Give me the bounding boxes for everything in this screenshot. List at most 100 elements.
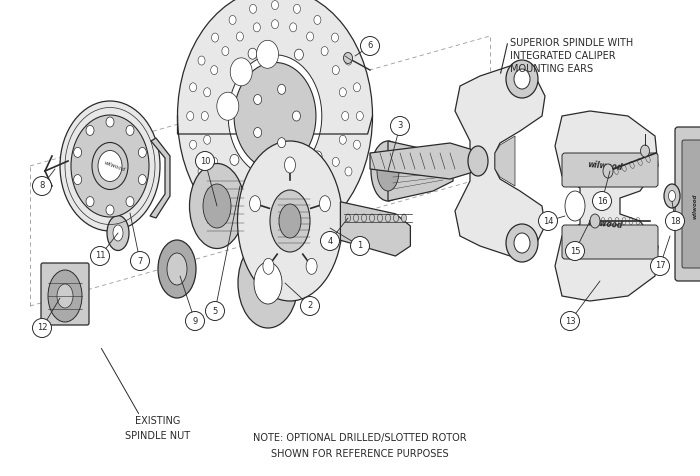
Ellipse shape xyxy=(92,142,128,189)
Text: 17: 17 xyxy=(654,261,665,270)
Circle shape xyxy=(300,297,319,316)
Ellipse shape xyxy=(640,145,650,157)
Ellipse shape xyxy=(345,167,352,176)
FancyBboxPatch shape xyxy=(41,263,89,325)
Ellipse shape xyxy=(402,214,407,222)
Ellipse shape xyxy=(664,184,680,208)
Circle shape xyxy=(32,177,52,196)
Ellipse shape xyxy=(278,138,286,148)
Ellipse shape xyxy=(217,92,239,120)
Ellipse shape xyxy=(60,101,160,231)
Ellipse shape xyxy=(237,32,244,41)
Ellipse shape xyxy=(106,117,114,127)
Ellipse shape xyxy=(256,40,279,68)
Ellipse shape xyxy=(253,23,260,32)
Polygon shape xyxy=(388,141,453,201)
Text: 8: 8 xyxy=(39,181,45,190)
Ellipse shape xyxy=(237,191,244,200)
Ellipse shape xyxy=(293,111,300,121)
FancyBboxPatch shape xyxy=(682,140,700,268)
Ellipse shape xyxy=(354,83,360,92)
Ellipse shape xyxy=(321,47,328,56)
Ellipse shape xyxy=(158,240,196,298)
Ellipse shape xyxy=(219,96,228,107)
Text: wilwood: wilwood xyxy=(587,160,623,172)
Ellipse shape xyxy=(293,218,300,228)
Circle shape xyxy=(130,251,150,270)
Circle shape xyxy=(351,237,370,256)
Ellipse shape xyxy=(272,0,279,10)
Ellipse shape xyxy=(321,177,328,186)
Circle shape xyxy=(32,318,52,337)
Ellipse shape xyxy=(506,224,538,262)
Ellipse shape xyxy=(314,208,321,217)
Ellipse shape xyxy=(98,150,122,181)
Ellipse shape xyxy=(203,184,231,228)
Ellipse shape xyxy=(106,205,114,215)
Ellipse shape xyxy=(204,88,211,97)
Ellipse shape xyxy=(230,58,252,86)
Ellipse shape xyxy=(313,151,322,162)
Polygon shape xyxy=(555,111,658,301)
Ellipse shape xyxy=(248,48,257,59)
Ellipse shape xyxy=(386,214,391,222)
Ellipse shape xyxy=(272,20,279,29)
Ellipse shape xyxy=(354,214,358,222)
Ellipse shape xyxy=(222,47,229,56)
Ellipse shape xyxy=(306,258,317,274)
Text: NOTE: OPTIONAL DRILLED/SLOTTED ROTOR: NOTE: OPTIONAL DRILLED/SLOTTED ROTOR xyxy=(253,433,467,443)
Ellipse shape xyxy=(468,146,488,176)
Ellipse shape xyxy=(198,167,205,176)
Text: EXISTING: EXISTING xyxy=(135,416,181,426)
Ellipse shape xyxy=(332,158,340,167)
Ellipse shape xyxy=(190,83,197,92)
Circle shape xyxy=(391,117,409,136)
Polygon shape xyxy=(370,143,478,179)
Circle shape xyxy=(321,231,340,250)
Text: wilwood: wilwood xyxy=(103,160,125,172)
Ellipse shape xyxy=(74,148,82,158)
Polygon shape xyxy=(455,66,545,256)
Circle shape xyxy=(666,211,685,230)
Ellipse shape xyxy=(113,225,123,241)
Ellipse shape xyxy=(314,15,321,24)
Ellipse shape xyxy=(86,197,94,207)
Ellipse shape xyxy=(356,111,363,120)
Ellipse shape xyxy=(253,128,262,138)
Ellipse shape xyxy=(190,163,244,248)
Ellipse shape xyxy=(211,66,218,75)
Ellipse shape xyxy=(344,52,353,63)
Circle shape xyxy=(90,247,109,266)
Circle shape xyxy=(566,241,584,260)
Ellipse shape xyxy=(354,140,360,149)
Text: 9: 9 xyxy=(193,317,197,326)
Ellipse shape xyxy=(270,190,310,252)
Ellipse shape xyxy=(190,140,197,149)
Polygon shape xyxy=(150,138,170,218)
Ellipse shape xyxy=(293,4,300,13)
Ellipse shape xyxy=(361,214,367,222)
Circle shape xyxy=(592,191,612,210)
Text: 6: 6 xyxy=(368,41,372,50)
Text: 13: 13 xyxy=(565,317,575,326)
Ellipse shape xyxy=(590,214,600,228)
Text: 18: 18 xyxy=(670,217,680,226)
Ellipse shape xyxy=(126,125,134,135)
FancyBboxPatch shape xyxy=(562,225,658,259)
Text: wilwood: wilwood xyxy=(692,193,697,219)
FancyBboxPatch shape xyxy=(675,127,700,281)
Circle shape xyxy=(561,311,580,330)
Ellipse shape xyxy=(249,218,256,228)
Circle shape xyxy=(195,151,214,170)
Ellipse shape xyxy=(71,115,149,217)
Text: SPINDLE NUT: SPINDLE NUT xyxy=(125,431,190,441)
Ellipse shape xyxy=(668,190,676,201)
Ellipse shape xyxy=(263,258,274,274)
Ellipse shape xyxy=(514,69,530,89)
Circle shape xyxy=(206,301,225,320)
Ellipse shape xyxy=(229,208,236,217)
Text: 15: 15 xyxy=(570,247,580,256)
Ellipse shape xyxy=(253,200,260,209)
Ellipse shape xyxy=(234,62,316,169)
Ellipse shape xyxy=(229,15,236,24)
